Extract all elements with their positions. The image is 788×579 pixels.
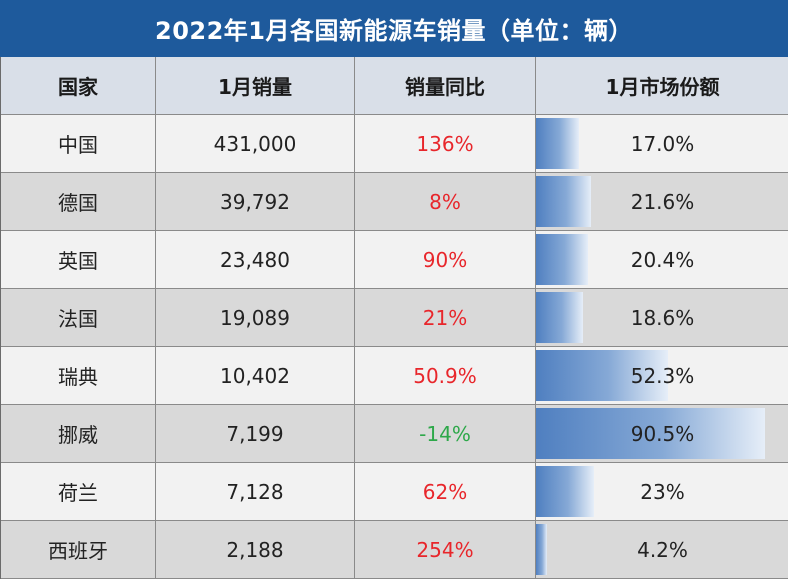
cell-yoy: -14% [355,405,536,462]
cell-share: 17.0% [536,115,788,172]
header-share: 1月市场份额 [605,75,720,99]
cell-share: 20.4% [536,231,788,288]
cell-share: 52.3% [536,347,788,404]
chart-title: 2022年1月各国新能源车销量（单位：辆） [0,0,788,59]
share-bar [536,408,765,459]
cell-sales: 7,199 [156,405,355,462]
cell-country: 挪威 [1,405,156,462]
header-sales: 1月销量 [156,57,355,114]
header-country: 国家 [1,57,156,114]
cell-share: 18.6% [536,289,788,346]
share-label: 20.4% [630,247,695,272]
table-row: 瑞典 10,402 50.9% 52.3% [1,347,788,405]
cell-country: 瑞典 [1,347,156,404]
share-bar [536,350,668,401]
share-label: 17.0% [630,131,695,156]
cell-sales: 431,000 [156,115,355,172]
cell-country: 法国 [1,289,156,346]
cell-sales: 23,480 [156,231,355,288]
table-row: 挪威 7,199 -14% 90.5% [1,405,788,463]
table-row: 荷兰 7,128 62% 23% [1,463,788,521]
header-yoy: 销量同比 [355,57,536,114]
table-row: 法国 19,089 21% 18.6% [1,289,788,347]
share-label: 4.2% [637,537,688,562]
table-row: 英国 23,480 90% 20.4% [1,231,788,289]
share-bar [536,118,579,169]
cell-sales: 2,188 [156,521,355,578]
cell-share: 21.6% [536,173,788,230]
cell-yoy: 90% [355,231,536,288]
cell-country: 西班牙 [1,521,156,578]
data-table: 国家 1月销量 销量同比 1月市场份额 中国 431,000 136% 17.0% 德国… [0,57,788,579]
share-bar [536,292,583,343]
table-row: 西班牙 2,188 254% 4.2% [1,521,788,579]
cell-yoy: 136% [355,115,536,172]
share-label: 18.6% [630,305,695,330]
cell-sales: 10,402 [156,347,355,404]
cell-country: 德国 [1,173,156,230]
cell-yoy: 62% [355,463,536,520]
cell-yoy: 254% [355,521,536,578]
cell-country: 荷兰 [1,463,156,520]
cell-country: 中国 [1,115,156,172]
cell-yoy: 21% [355,289,536,346]
share-label: 23% [640,479,685,504]
share-bar [536,234,588,285]
share-label: 52.3% [630,363,695,388]
table-header-row: 国家 1月销量 销量同比 1月市场份额 [1,57,788,115]
cell-share: 23% [536,463,788,520]
table-row: 德国 39,792 8% 21.6% [1,173,788,231]
share-bar [536,466,594,517]
share-label: 21.6% [630,189,695,214]
cell-sales: 19,089 [156,289,355,346]
share-bar [536,524,547,575]
cell-sales: 39,792 [156,173,355,230]
cell-yoy: 8% [355,173,536,230]
table-row: 中国 431,000 136% 17.0% [1,115,788,173]
share-bar [536,176,591,227]
cell-sales: 7,128 [156,463,355,520]
cell-share: 90.5% [536,405,788,462]
cell-share: 4.2% [536,521,788,578]
cell-yoy: 50.9% [355,347,536,404]
share-label: 90.5% [630,421,695,446]
cell-country: 英国 [1,231,156,288]
